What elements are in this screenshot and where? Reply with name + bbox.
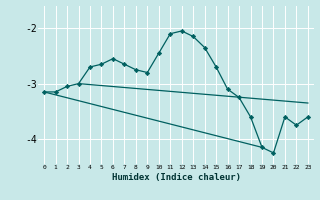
X-axis label: Humidex (Indice chaleur): Humidex (Indice chaleur) <box>111 173 241 182</box>
